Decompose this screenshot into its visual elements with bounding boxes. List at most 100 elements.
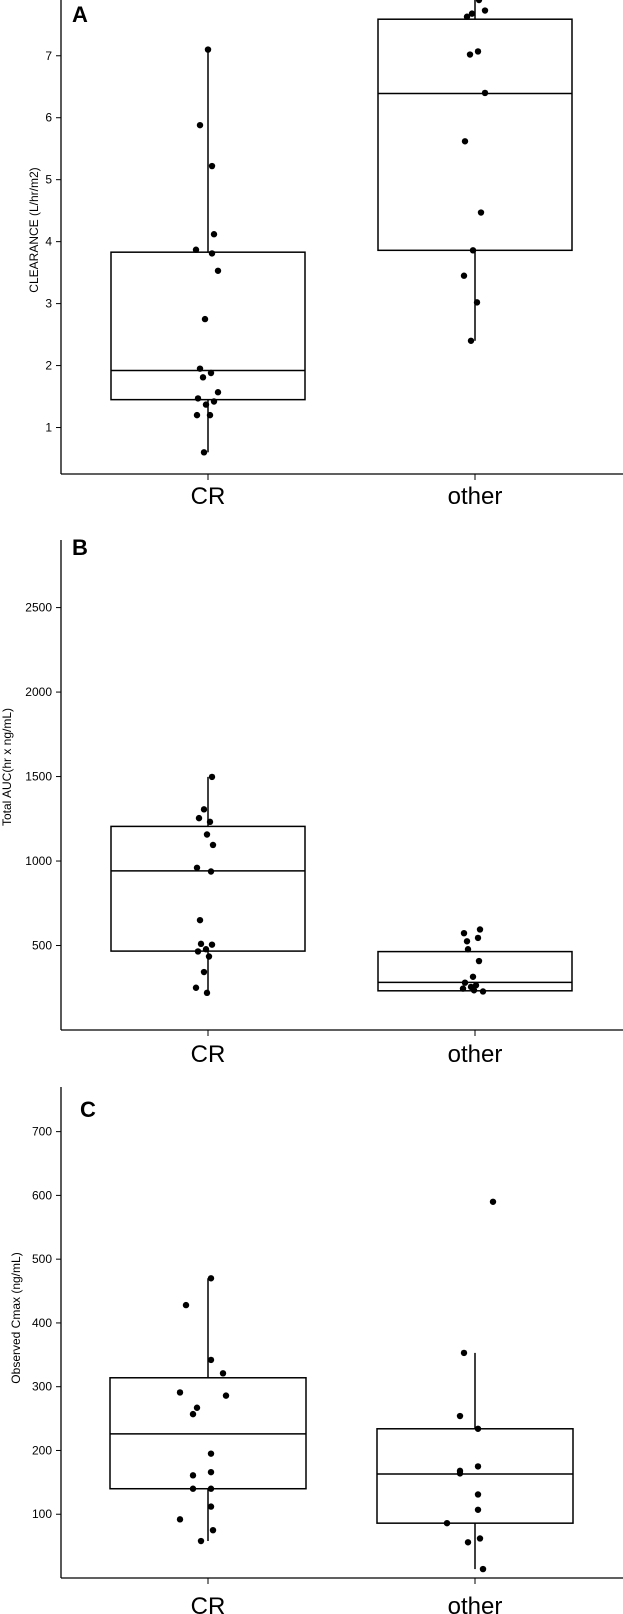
category-label-other: other bbox=[448, 483, 503, 510]
category-label-cr: CR bbox=[191, 1041, 226, 1068]
y-tick-label: 4 bbox=[45, 235, 52, 249]
data-point bbox=[207, 1450, 215, 1457]
data-point bbox=[456, 1470, 464, 1477]
data-point bbox=[474, 934, 482, 942]
data-point bbox=[460, 1349, 468, 1357]
data-point bbox=[443, 1519, 451, 1527]
data-point bbox=[472, 982, 480, 989]
data-point bbox=[196, 916, 204, 924]
data-point bbox=[207, 1503, 215, 1510]
panel-label: B bbox=[72, 535, 88, 560]
data-point bbox=[475, 957, 483, 965]
data-point bbox=[209, 1526, 217, 1534]
data-point bbox=[210, 231, 218, 238]
data-point bbox=[474, 48, 482, 55]
data-point bbox=[196, 365, 204, 372]
data-point bbox=[197, 1537, 205, 1545]
y-tick-label: 500 bbox=[32, 939, 52, 953]
panel-a: A CLEARANCE (L/hr/m2) CR other 1 2 3 4 5 6 7 bbox=[27, 0, 623, 510]
y-tick-label: 1000 bbox=[25, 854, 52, 868]
data-point bbox=[464, 1539, 472, 1546]
y-tick-label: 2500 bbox=[25, 601, 52, 615]
panel-label: C bbox=[80, 1097, 96, 1122]
data-point bbox=[470, 987, 478, 994]
category-label-other: other bbox=[448, 1041, 503, 1068]
y-tick-label: 200 bbox=[32, 1443, 52, 1457]
data-point bbox=[199, 374, 207, 381]
y-tick-label: 3 bbox=[45, 297, 52, 311]
data-point bbox=[481, 7, 489, 14]
data-point bbox=[476, 1535, 484, 1542]
y-tick-label: 700 bbox=[32, 1125, 52, 1139]
data-point bbox=[176, 1389, 184, 1396]
category-label-cr: CR bbox=[191, 1593, 226, 1614]
y-tick-label: 2000 bbox=[25, 685, 52, 699]
data-point bbox=[479, 988, 487, 995]
data-point bbox=[479, 1565, 487, 1573]
y-tick-label: 500 bbox=[32, 1252, 52, 1266]
data-point bbox=[192, 246, 200, 253]
data-point bbox=[460, 272, 468, 279]
data-point bbox=[466, 51, 474, 58]
data-point bbox=[463, 13, 471, 20]
data-point bbox=[475, 0, 483, 4]
data-point bbox=[189, 1485, 197, 1492]
data-point bbox=[176, 1516, 184, 1523]
data-point bbox=[207, 868, 215, 875]
data-point bbox=[193, 1404, 201, 1411]
data-point bbox=[210, 398, 218, 405]
data-point bbox=[206, 818, 214, 826]
data-point bbox=[202, 401, 210, 408]
y-tick-label: 5 bbox=[45, 173, 52, 187]
y-tick-label: 400 bbox=[32, 1316, 52, 1330]
box-iqr bbox=[110, 825, 306, 952]
data-point bbox=[467, 337, 475, 344]
data-point bbox=[219, 1370, 227, 1377]
data-point bbox=[461, 979, 469, 986]
data-point bbox=[194, 948, 202, 955]
data-point bbox=[207, 1468, 215, 1476]
y-tick-label: 600 bbox=[32, 1188, 52, 1202]
panel-c: C Observed Cmax (ng/mL) CR other 100 200 3… bbox=[9, 1087, 623, 1614]
data-point bbox=[469, 247, 477, 254]
box-iqr bbox=[110, 251, 306, 401]
data-point bbox=[206, 411, 214, 419]
y-axis-label: Total AUC(hr x ng/mL) bbox=[0, 708, 14, 826]
data-point bbox=[207, 1485, 215, 1492]
panel-label: A bbox=[72, 2, 88, 27]
data-point bbox=[474, 1491, 482, 1498]
data-point bbox=[489, 1198, 497, 1205]
data-point bbox=[205, 953, 213, 960]
data-point bbox=[207, 1356, 215, 1364]
y-tick-label: 2 bbox=[45, 359, 52, 373]
category-label-cr: CR bbox=[191, 483, 226, 510]
data-point bbox=[460, 929, 468, 937]
data-point bbox=[189, 1472, 197, 1479]
data-point bbox=[469, 973, 477, 980]
data-point bbox=[208, 250, 216, 257]
data-point bbox=[459, 985, 467, 992]
data-point bbox=[189, 1410, 197, 1418]
box-iqr bbox=[377, 18, 573, 252]
data-point bbox=[214, 389, 222, 396]
data-point bbox=[182, 1301, 190, 1309]
y-tick-label: 300 bbox=[32, 1380, 52, 1394]
data-point bbox=[464, 946, 472, 953]
data-point bbox=[476, 926, 484, 933]
data-point bbox=[209, 841, 217, 849]
data-point bbox=[207, 1275, 215, 1282]
data-point bbox=[208, 162, 216, 170]
data-point bbox=[203, 831, 211, 838]
data-point bbox=[222, 1392, 230, 1399]
data-point bbox=[200, 449, 208, 456]
data-point bbox=[481, 89, 489, 97]
data-point bbox=[192, 984, 200, 991]
data-point bbox=[473, 299, 481, 306]
y-tick-label: 100 bbox=[32, 1507, 52, 1521]
y-axis-label: CLEARANCE (L/hr/m2) bbox=[27, 167, 41, 292]
data-point bbox=[461, 138, 469, 145]
y-tick-label: 1 bbox=[45, 421, 52, 435]
data-point bbox=[202, 946, 210, 953]
y-tick-label: 7 bbox=[45, 49, 52, 63]
